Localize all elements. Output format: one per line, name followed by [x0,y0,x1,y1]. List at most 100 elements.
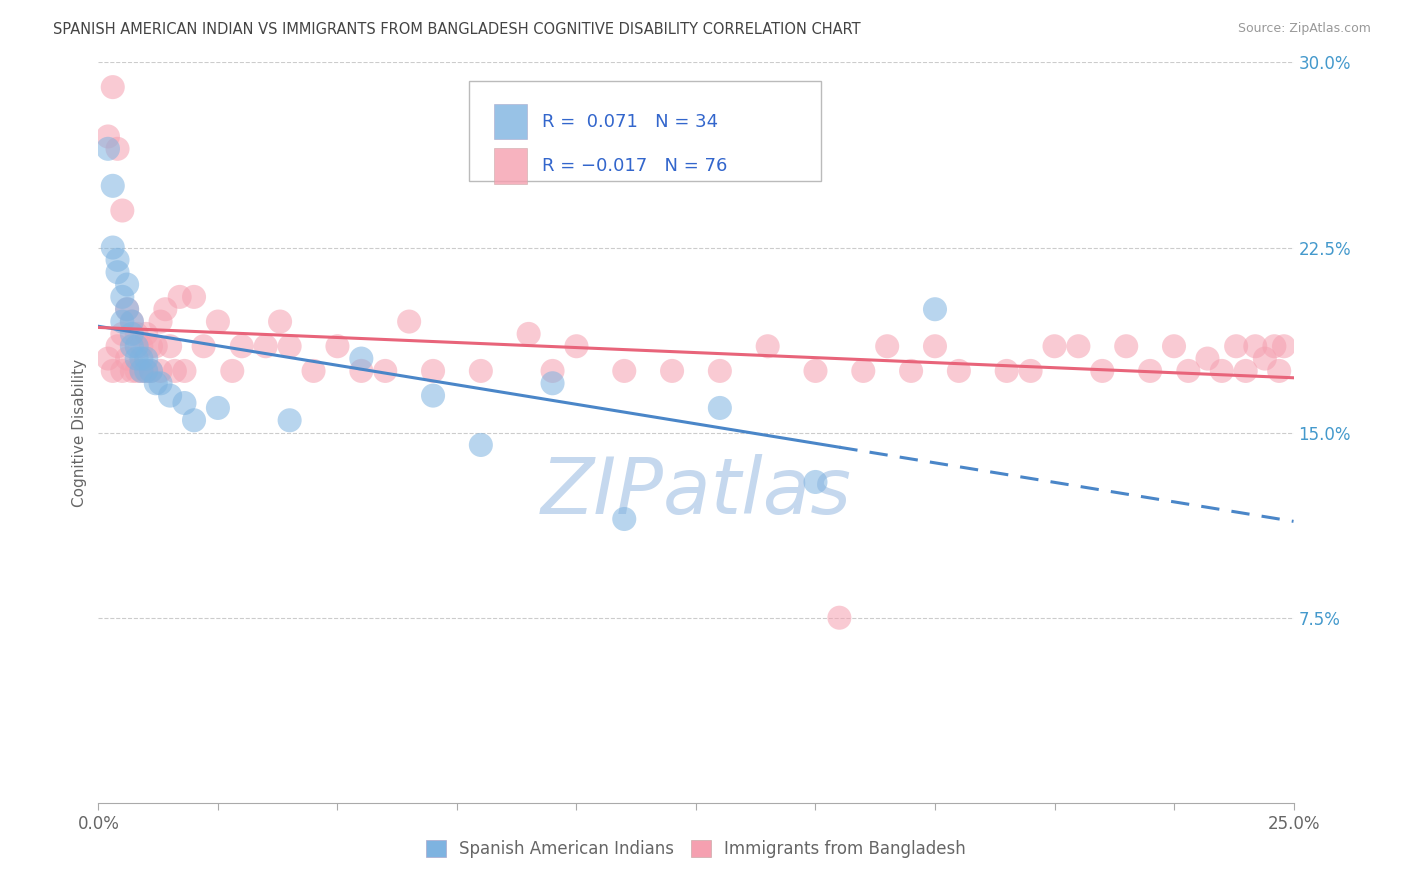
Text: SPANISH AMERICAN INDIAN VS IMMIGRANTS FROM BANGLADESH COGNITIVE DISABILITY CORRE: SPANISH AMERICAN INDIAN VS IMMIGRANTS FR… [53,22,860,37]
Point [302,364,325,378]
Point [125,339,148,353]
Point [470,438,492,452]
Point [1043,339,1066,353]
Point [107,252,129,267]
Point [924,339,946,353]
Point [804,364,827,378]
Text: R =  0.071   N = 34: R = 0.071 N = 34 [541,112,718,130]
Point [1272,339,1295,353]
Point [1115,339,1137,353]
Point [924,302,946,317]
Point [326,339,349,353]
Point [107,142,129,156]
Point [565,339,588,353]
Point [183,290,205,304]
Text: Source: ZipAtlas.com: Source: ZipAtlas.com [1237,22,1371,36]
Point [149,364,172,378]
Legend: Spanish American Indians, Immigrants from Bangladesh: Spanish American Indians, Immigrants fro… [419,833,973,865]
Point [97,351,120,366]
Point [995,364,1018,378]
Point [115,351,138,366]
Text: R = −0.017   N = 76: R = −0.017 N = 76 [541,157,727,175]
Point [155,302,177,317]
Point [613,512,636,526]
Point [1225,339,1247,353]
Point [107,265,129,279]
Point [115,302,138,317]
Point [1263,339,1285,353]
Point [804,475,827,489]
Point [149,314,172,328]
Point [541,364,564,378]
Point [169,290,191,304]
Point [173,364,195,378]
Point [159,388,181,402]
Point [159,339,181,353]
Point [149,376,172,391]
Point [422,388,444,402]
Point [111,314,134,328]
Point [207,401,229,415]
Point [350,351,373,366]
Point [1254,351,1277,366]
Point [470,364,492,378]
Point [131,339,153,353]
Point [517,326,540,341]
Point [709,401,731,415]
Point [135,364,157,378]
Point [1139,364,1161,378]
Point [1244,339,1267,353]
Point [269,314,291,328]
Point [1197,351,1219,366]
Point [278,339,301,353]
Point [107,339,129,353]
Point [121,314,143,328]
Point [876,339,898,353]
Bar [494,148,527,184]
Point [422,364,444,378]
Point [131,364,153,378]
Point [115,302,138,317]
Point [111,290,134,304]
Point [125,351,148,366]
Point [1177,364,1199,378]
Point [1019,364,1042,378]
Y-axis label: Cognitive Disability: Cognitive Disability [72,359,87,507]
Point [900,364,922,378]
Point [756,339,779,353]
Point [121,314,143,328]
Point [350,364,373,378]
Point [135,326,157,341]
Point [97,129,120,144]
Text: ZIPatlas: ZIPatlas [540,454,852,530]
Point [231,339,253,353]
Point [541,376,564,391]
Point [115,277,138,292]
Point [145,376,167,391]
Point [101,364,124,378]
Point [139,339,162,353]
Bar [494,103,527,139]
Point [139,364,162,378]
Point [121,326,143,341]
Point [852,364,875,378]
Point [709,364,731,378]
FancyBboxPatch shape [470,81,821,181]
Point [101,240,124,255]
Point [173,396,195,410]
Point [121,339,143,353]
Point [828,610,851,624]
Point [163,364,186,378]
Point [1211,364,1233,378]
Point [1091,364,1114,378]
Point [613,364,636,378]
Point [1234,364,1257,378]
Point [135,364,157,378]
Point [278,413,301,427]
Point [1067,339,1090,353]
Point [97,142,120,156]
Point [183,413,205,427]
Point [131,364,153,378]
Point [135,351,157,366]
Point [121,364,143,378]
